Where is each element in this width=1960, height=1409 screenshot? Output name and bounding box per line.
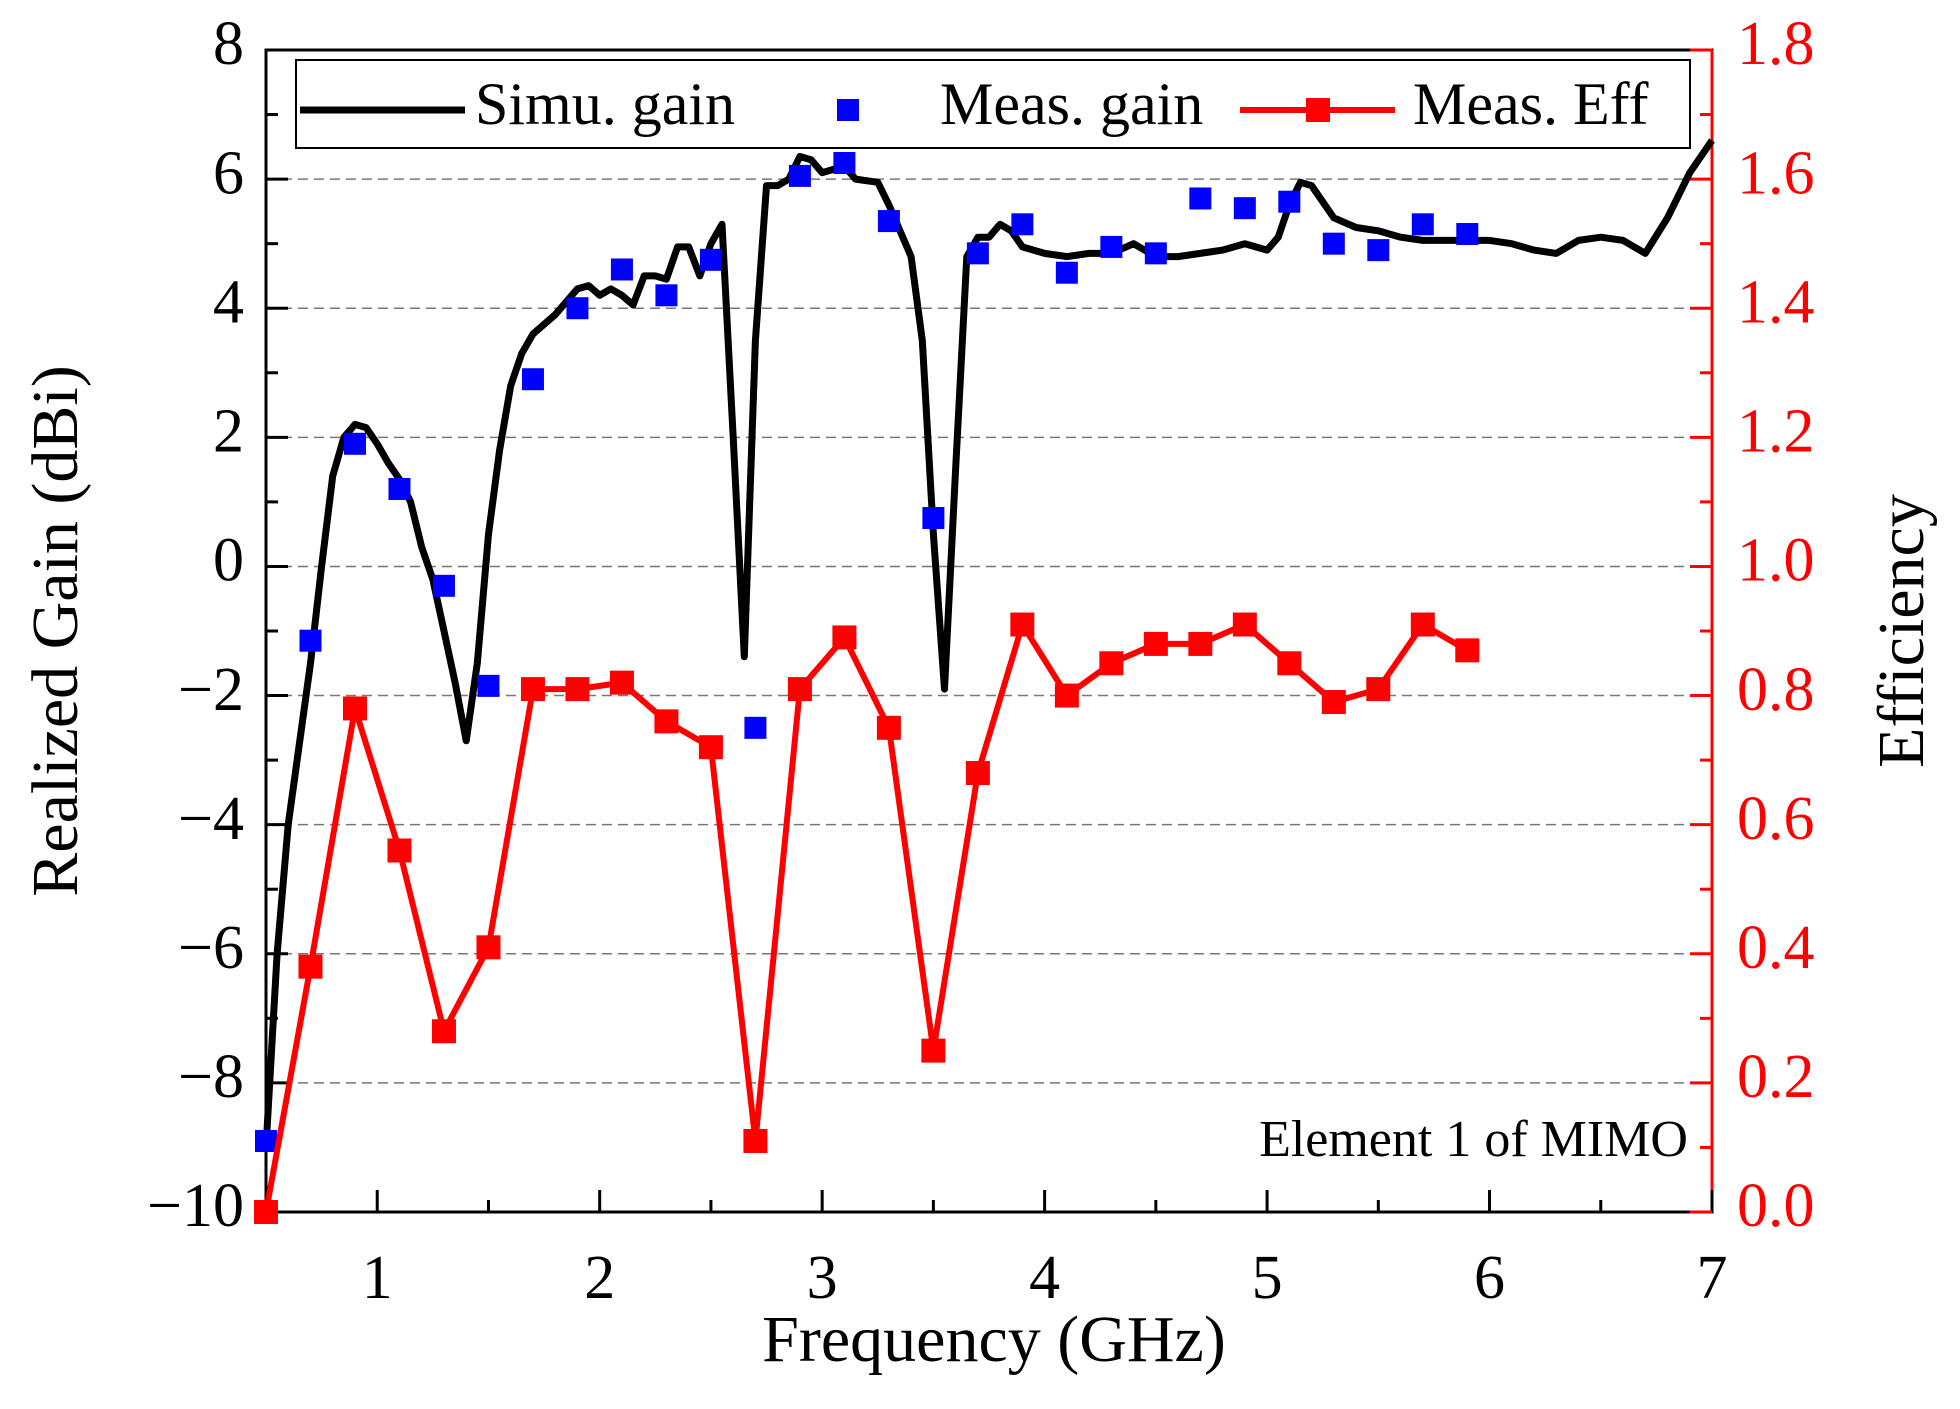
x-tick-label: 6 [1474,1244,1505,1312]
marker [922,507,945,530]
marker [521,368,544,391]
marker [1144,242,1167,265]
marker [833,151,856,174]
marker [1099,651,1124,676]
legend-label: Meas. Eff [1413,71,1649,137]
marker [343,432,366,455]
marker [876,715,901,740]
marker [1411,213,1434,236]
legend-label: Meas. gain [940,71,1203,137]
marker [1366,677,1391,702]
marker [698,735,723,760]
y2-tick-label: 0.4 [1737,914,1815,982]
marker [388,477,411,500]
y2-tick-label: 0.2 [1737,1043,1815,1111]
marker [1321,690,1346,715]
legend-swatch [1306,98,1330,122]
marker [254,1200,278,1224]
marker [699,248,722,271]
y-axis-title: Realized Gain (dBi) [19,365,92,896]
marker [1011,213,1034,236]
marker [431,1019,456,1044]
marker [1010,612,1035,637]
y-tick-label: 2 [213,398,244,466]
marker [743,1128,768,1153]
marker [744,716,767,739]
marker [1367,239,1390,262]
marker [1456,222,1479,245]
y2-tick-label: 0.8 [1737,656,1815,724]
y-tick-label: −10 [147,1172,244,1240]
marker [654,709,679,734]
marker [298,954,323,979]
y2-axis-title: Efficiency [1865,494,1938,768]
marker [387,838,412,863]
y2-tick-label: 1.2 [1737,398,1815,466]
y2-tick-label: 1.4 [1737,268,1815,336]
marker [1277,651,1302,676]
series-line [262,138,1715,1148]
y2-tick-label: 0.0 [1737,1172,1815,1240]
marker [609,670,634,695]
legend-box [295,59,1691,149]
marker [921,1038,946,1063]
marker [655,284,678,307]
marker [877,210,900,233]
marker [1055,261,1078,284]
marker [1143,631,1168,656]
y-tick-label: −6 [178,914,244,982]
marker [1322,232,1345,255]
marker [787,677,812,702]
y-tick-label: −8 [178,1043,244,1111]
x-tick-label: 2 [584,1244,615,1312]
marker [342,696,367,721]
marker [1410,612,1435,637]
marker [1278,190,1301,213]
x-tick-label: 7 [1697,1244,1728,1312]
y-tick-label: 0 [213,527,244,595]
marker [432,574,455,597]
y-tick-label: 6 [213,139,244,207]
marker [832,625,857,650]
x-tick-label: 1 [362,1244,393,1312]
marker [566,297,589,320]
marker [1455,638,1480,663]
marker [1054,683,1079,708]
x-axis-title: Frequency (GHz) [762,1303,1226,1376]
x-tick-label: 3 [807,1244,838,1312]
marker [565,677,590,702]
marker [476,935,501,960]
marker [1100,235,1123,258]
marker [966,242,989,265]
marker [1233,197,1256,220]
marker [1232,612,1257,637]
annotation: Element 1 of MIMO [1259,1111,1688,1168]
y2-tick-label: 1.0 [1737,527,1815,595]
legend-swatch [837,99,859,121]
y-tick-label: 8 [213,10,244,78]
y2-tick-label: 1.8 [1737,10,1815,78]
y2-tick-label: 1.6 [1737,139,1815,207]
marker [477,674,500,697]
x-tick-label: 4 [1029,1244,1060,1312]
marker [255,1129,277,1152]
marker [1188,631,1213,656]
legend-label: Simu. gain [475,71,735,137]
y-tick-label: −4 [178,785,244,853]
y-tick-label: 4 [213,268,244,336]
series-line [263,621,1469,1213]
marker [520,677,545,702]
marker [1189,187,1212,210]
marker [965,761,990,786]
marker [788,164,811,187]
x-tick-label: 5 [1252,1244,1283,1312]
marker [299,629,322,652]
y2-tick-label: 0.6 [1737,785,1815,853]
y-tick-label: −2 [178,656,244,724]
marker [610,258,633,281]
